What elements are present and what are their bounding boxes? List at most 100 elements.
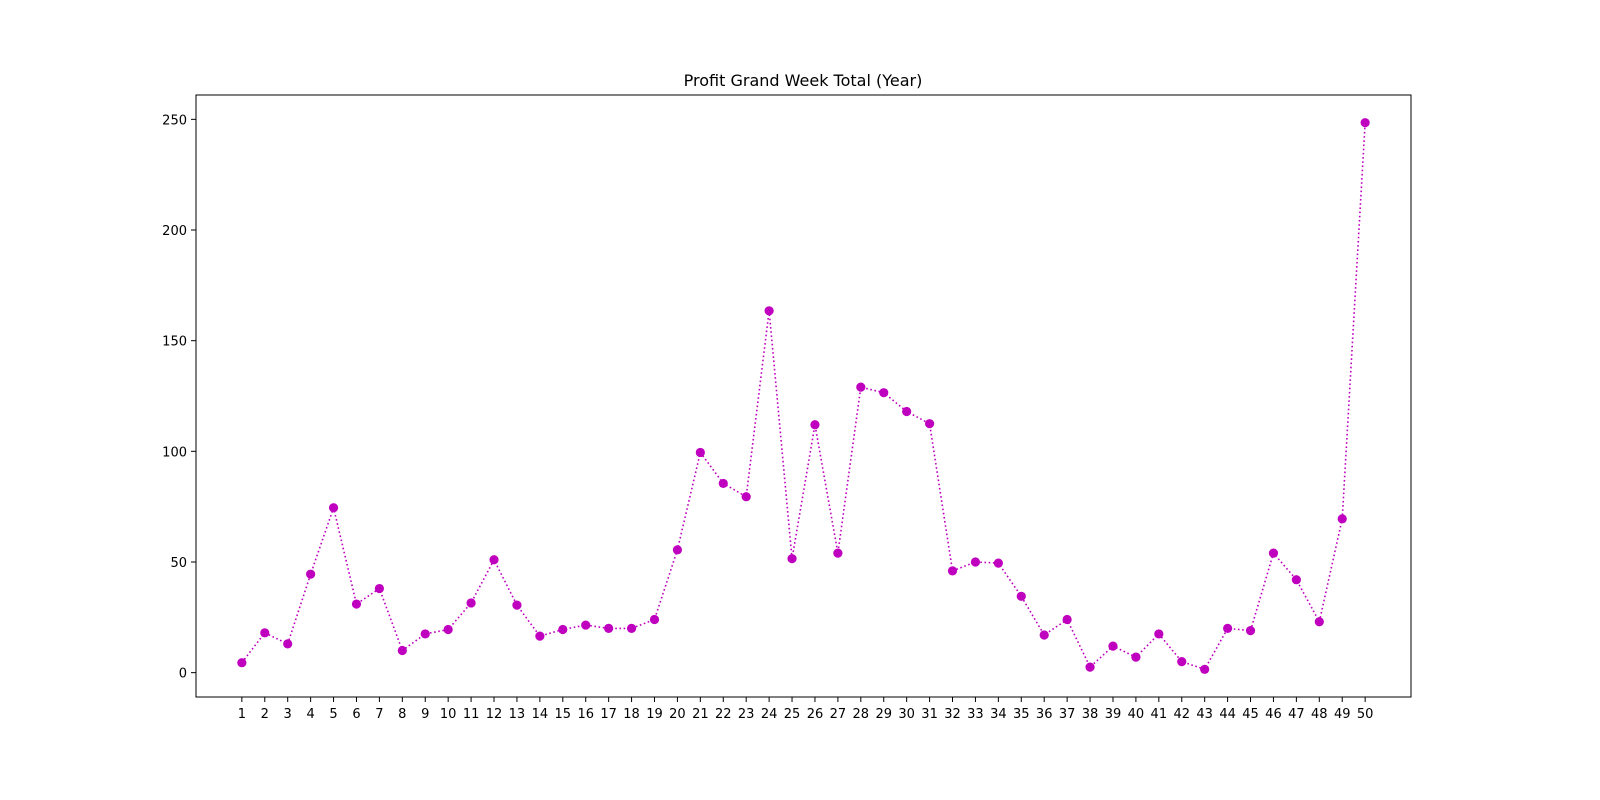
x-tick-label: 31 [921, 707, 938, 722]
data-point [1245, 626, 1256, 636]
data-point [924, 419, 935, 429]
data-point [306, 569, 316, 579]
data-point [1337, 514, 1347, 524]
data-point [1200, 664, 1210, 674]
x-tick-label: 14 [532, 707, 549, 722]
data-point [856, 382, 866, 392]
data-point [695, 447, 705, 458]
y-tick-label: 200 [162, 224, 187, 239]
y-tick-label: 50 [170, 556, 187, 571]
x-tick-label: 11 [463, 707, 480, 722]
x-tick-label: 50 [1357, 707, 1374, 722]
plot-area-frame [195, 94, 1412, 698]
data-point [558, 624, 568, 635]
data-point [970, 557, 981, 567]
x-tick-label: 16 [577, 707, 594, 722]
data-point [1016, 591, 1026, 601]
x-tick-label: 6 [352, 707, 360, 722]
x-tick-label: 3 [284, 707, 292, 722]
x-tick-label: 29 [875, 707, 892, 722]
x-tick-label: 28 [853, 707, 870, 722]
x-tick-label: 33 [967, 707, 984, 722]
x-tick-label: 49 [1334, 707, 1351, 722]
data-point [489, 555, 499, 565]
data-point [1360, 118, 1370, 128]
x-tick-label: 46 [1265, 707, 1282, 722]
x-tick-label: 44 [1219, 707, 1236, 722]
data-point [718, 478, 728, 489]
data-point [626, 623, 637, 633]
x-tick-label: 37 [1059, 707, 1076, 722]
x-tick-label: 38 [1082, 707, 1099, 722]
x-tick-label: 35 [1013, 707, 1030, 722]
data-point [351, 599, 362, 609]
x-tick-label: 9 [421, 707, 429, 722]
series-line [241, 122, 1366, 671]
data-point [672, 545, 683, 555]
data-point [581, 620, 591, 630]
x-tick-label: 34 [990, 707, 1007, 722]
data-point [993, 558, 1003, 568]
data-point [374, 583, 384, 594]
data-point [328, 503, 339, 513]
x-axis: 1 2 3 4 5 6 7 8 9 10 11 12 13 14 15 16 17 18 19 20 21 22 23 24 2… [238, 697, 1374, 722]
x-tick-label: 23 [738, 707, 755, 722]
data-point [535, 631, 545, 641]
data-point [649, 614, 660, 625]
chart-title: Profit Grand Week Total (Year) [684, 71, 923, 90]
x-tick-label: 20 [669, 707, 686, 722]
data-point [1154, 629, 1164, 639]
data-point [1291, 575, 1301, 585]
x-tick-label: 41 [1151, 707, 1168, 722]
x-tick-label: 12 [486, 707, 503, 722]
data-point [1223, 623, 1233, 633]
data-point [741, 492, 751, 502]
x-tick-label: 25 [784, 707, 801, 722]
x-tick-label: 19 [646, 707, 663, 722]
data-point [810, 420, 820, 430]
data-point [1268, 548, 1279, 558]
data-point [1177, 656, 1187, 667]
data-point [237, 658, 247, 668]
data-point [947, 566, 958, 576]
y-tick-label: 0 [179, 667, 187, 682]
x-tick-label: 1 [238, 707, 246, 722]
data-point [764, 306, 774, 316]
x-tick-label: 10 [440, 707, 457, 722]
x-tick-label: 21 [692, 707, 709, 722]
x-tick-label: 24 [761, 707, 778, 722]
data-point [420, 629, 430, 639]
data-point [833, 548, 843, 558]
data-point [260, 628, 270, 638]
x-tick-label: 27 [830, 707, 847, 722]
data-point [1131, 652, 1141, 662]
x-tick-label: 15 [555, 707, 572, 722]
data-point [466, 598, 476, 608]
y-tick-label: 150 [162, 335, 187, 350]
x-tick-label: 18 [623, 707, 640, 722]
data-point [283, 639, 293, 649]
y-axis: 0 50 100 150 200 250 [162, 113, 196, 682]
x-tick-label: 43 [1196, 707, 1213, 722]
data-series [237, 118, 1370, 674]
x-tick-label: 40 [1128, 707, 1145, 722]
data-point [1314, 617, 1324, 627]
x-tick-label: 39 [1105, 707, 1122, 722]
x-tick-label: 48 [1311, 707, 1328, 722]
x-tick-label: 13 [509, 707, 526, 722]
data-point [397, 645, 407, 656]
x-tick-label: 2 [261, 707, 269, 722]
x-tick-label: 42 [1173, 707, 1190, 722]
x-tick-label: 32 [944, 707, 961, 722]
x-tick-label: 22 [715, 707, 732, 722]
data-point [443, 624, 453, 635]
data-point [879, 388, 889, 398]
data-point [1108, 641, 1118, 651]
x-tick-label: 45 [1242, 707, 1259, 722]
data-point [512, 600, 522, 610]
data-point [787, 554, 797, 564]
x-tick-label: 36 [1036, 707, 1053, 722]
data-point [902, 406, 912, 417]
